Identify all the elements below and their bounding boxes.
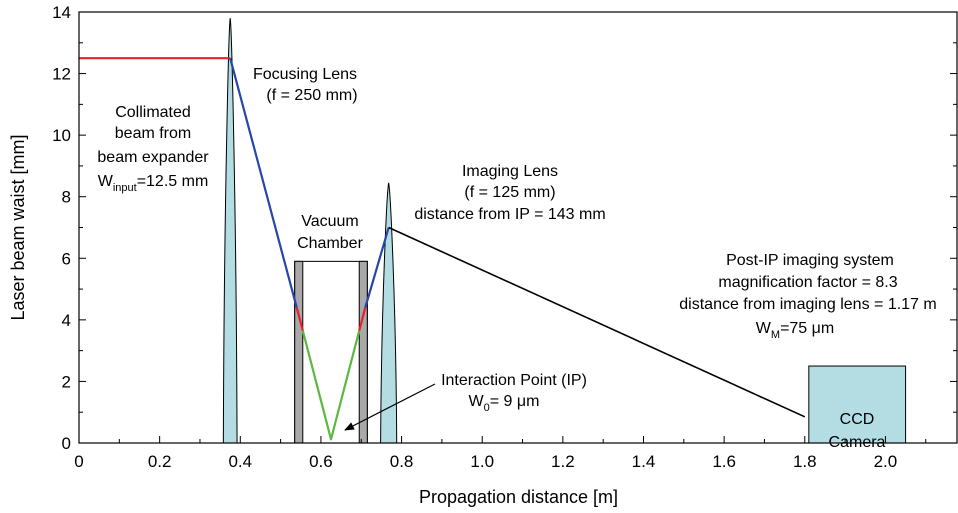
x-tick-label: 1.8 — [793, 452, 817, 471]
w-m-label: WM=75 μm — [756, 320, 834, 341]
ccd-camera — [808, 365, 907, 444]
y-axis-title: Laser beam waist [mm] — [8, 134, 28, 320]
camera-label-ccd: CCD — [840, 411, 875, 428]
ip-arrow — [344, 383, 436, 431]
x-tick-label: 0.8 — [390, 452, 414, 471]
collimated-label-3: beam expander — [97, 149, 209, 166]
chamber-label: Chamber — [297, 235, 363, 252]
imaging-lens-label: Imaging Lens — [462, 163, 558, 180]
imaging-lens-f-label: (f = 125 mm) — [464, 184, 555, 201]
focusing-lens-f-label: (f = 250 mm) — [266, 87, 357, 104]
x-tick-label: 0 — [74, 452, 83, 471]
y-tick-label: 2 — [62, 372, 71, 391]
vacuum-chamber-outline — [294, 260, 368, 444]
chamber-wall-left — [294, 260, 304, 444]
y-tick-label: 6 — [62, 249, 71, 268]
y-tick-label: 14 — [52, 3, 71, 22]
camera-label-camera: Camera — [829, 434, 886, 451]
axis-ticks: 0 0.2 0.4 0.6 0.8 1.0 1.2 1.4 1.6 1.8 2.0 0 2 4 6 8 10 12… — [52, 3, 957, 471]
x-tick-label: 0.4 — [228, 452, 252, 471]
beam-segment-4 — [301, 330, 361, 441]
chart-shapes — [222, 18, 907, 444]
vacuum-label: Vacuum — [301, 213, 359, 230]
beam-segment-5 — [358, 307, 367, 331]
focusing-lens-label: Focusing Lens — [253, 66, 357, 83]
post-ip-label: Post-IP imaging system — [726, 252, 894, 269]
collimated-label-1: Collimated — [115, 104, 191, 121]
beam-segment-7 — [388, 226, 806, 418]
x-tick-label: 2.0 — [874, 452, 898, 471]
x-tick-label: 1.0 — [470, 452, 494, 471]
w-input-label: Winput=12.5 mm — [98, 173, 209, 194]
magnification-label: magnification factor = 8.3 — [718, 274, 897, 291]
x-axis-title: Propagation distance [m] — [419, 487, 618, 507]
beam-segment-3 — [295, 307, 304, 331]
x-tick-label: 1.4 — [632, 452, 656, 471]
chamber-wall-right — [358, 260, 368, 444]
collimated-label-2: beam from — [115, 125, 191, 142]
y-tick-label: 12 — [52, 65, 71, 84]
w0-label: W0= 9 μm — [469, 393, 540, 414]
x-tick-label: 0.6 — [309, 452, 333, 471]
y-tick-label: 10 — [52, 126, 71, 145]
x-tick-label: 1.6 — [712, 452, 736, 471]
beam-segment-2 — [229, 57, 298, 308]
y-tick-label: 4 — [62, 311, 71, 330]
imaging-lens — [380, 182, 398, 444]
distance-imaging-lens-label: distance from imaging lens = 1.17 m — [679, 296, 936, 313]
x-tick-label: 1.2 — [551, 452, 575, 471]
ip-label: Interaction Point (IP) — [441, 372, 587, 389]
focusing-lens — [222, 18, 238, 444]
imaging-lens-distance-label: distance from IP = 143 mm — [414, 206, 605, 223]
x-tick-label: 0.2 — [148, 452, 172, 471]
y-tick-label: 0 — [62, 434, 71, 453]
y-tick-label: 8 — [62, 188, 71, 207]
chart-series — [79, 57, 806, 441]
beam-segment-6 — [364, 227, 390, 308]
